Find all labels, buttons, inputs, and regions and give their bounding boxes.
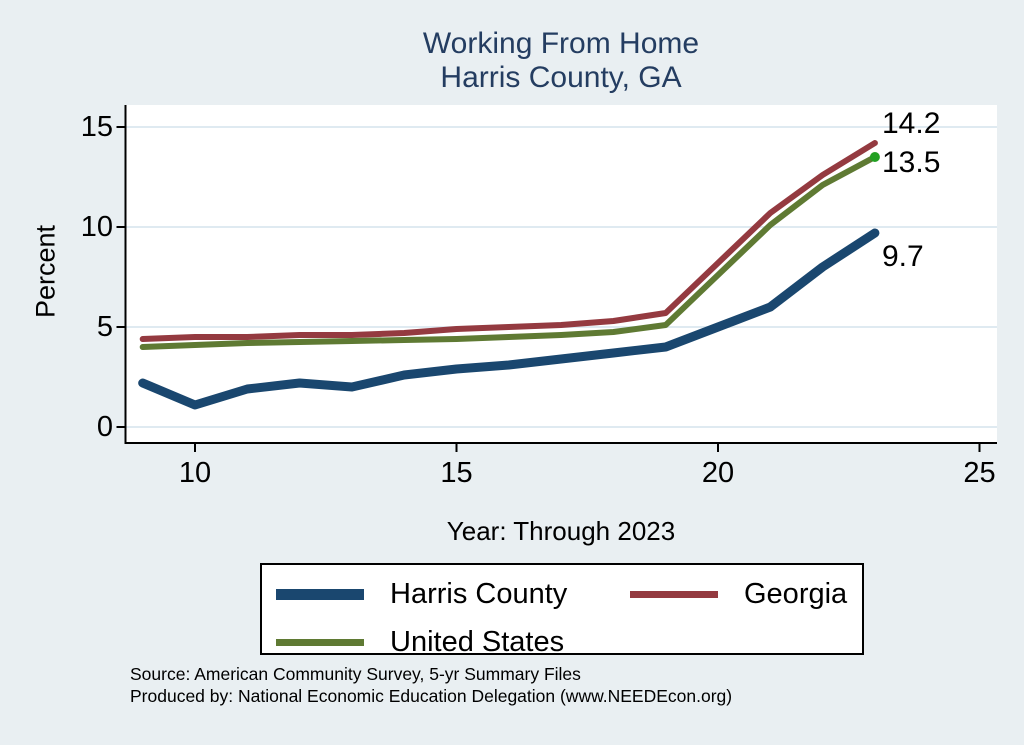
georgia-line-swatch [630, 591, 718, 598]
x-tick-label: 15 [440, 457, 473, 489]
y-tick-label: 5 [96, 311, 113, 343]
y-tick-label: 10 [80, 211, 113, 243]
legend-box: Harris County Georgia United States [260, 563, 864, 658]
legend-label-united-states: United States [390, 626, 565, 658]
y-tick-label: 0 [96, 411, 113, 443]
chart-title: Working From Home Harris County, GA [125, 27, 997, 95]
series-line-georgia [139, 140, 878, 342]
x-tick-label: 25 [963, 457, 996, 489]
y-tick-label: 15 [80, 111, 113, 143]
produced-by-line: Produced by: National Economic Education… [130, 686, 733, 706]
series-line-united-states [139, 154, 878, 350]
united-states-end-marker [869, 152, 880, 162]
georgia-end-value-label: 14.2 [882, 107, 941, 140]
legend-label-harris-county: Harris County [390, 578, 568, 610]
x-axis-title: Year: Through 2023 [446, 516, 676, 546]
united-states-line-swatch [276, 639, 364, 646]
series-line-harris-county [138, 228, 880, 410]
chart-title-line2: Harris County, GA [440, 61, 682, 94]
legend-label-georgia: Georgia [744, 578, 848, 610]
chart-title-line1: Working From Home [422, 27, 700, 60]
harris-county-line-swatch [276, 589, 364, 600]
united-states-end-value-label: 13.5 [882, 146, 941, 179]
source-notes: Source: American Community Survey, 5-yr … [130, 663, 732, 707]
source-line: Source: American Community Survey, 5-yr … [130, 664, 581, 684]
harris-county-end-value-label: 9.7 [882, 240, 924, 273]
x-tick-label: 20 [701, 457, 735, 489]
x-tick-label: 10 [178, 457, 212, 489]
